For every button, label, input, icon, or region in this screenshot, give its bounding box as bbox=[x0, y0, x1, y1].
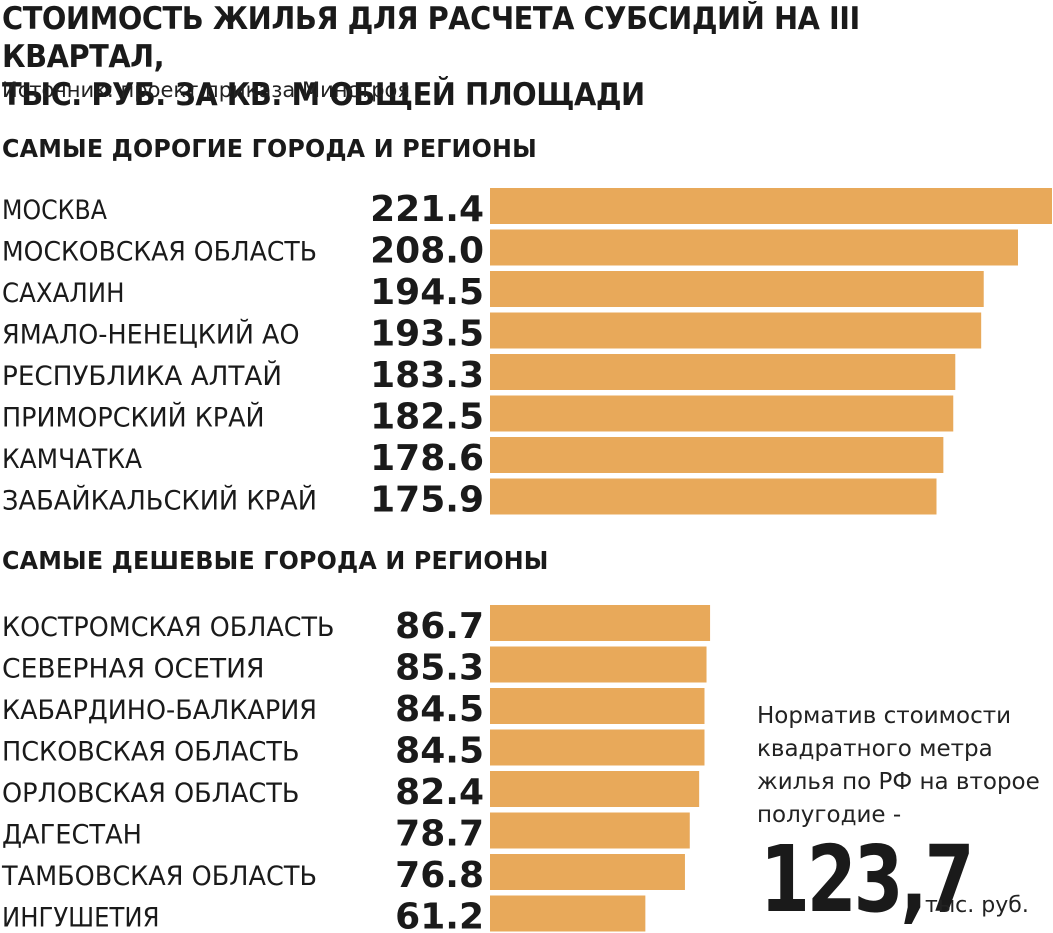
category-label-expensive-1: МОСКОВСКАЯ ОБЛАСТЬ bbox=[2, 237, 317, 268]
value-label-cheap-0: 86.7 bbox=[395, 606, 484, 647]
value-label-expensive-1: 208.0 bbox=[370, 231, 484, 272]
category-label-cheap-7: ИНГУШЕТИЯ bbox=[2, 903, 160, 933]
norm-note: Норматив стоимости квадратного метра жил… bbox=[757, 703, 1040, 828]
category-label-cheap-3: ПСКОВСКАЯ ОБЛАСТЬ bbox=[2, 737, 300, 768]
bar-cheap-1 bbox=[490, 646, 707, 683]
bar-expensive-5 bbox=[490, 395, 954, 432]
bar-cheap-0 bbox=[490, 605, 711, 641]
value-label-expensive-7: 175.9 bbox=[370, 480, 484, 521]
section-title-expensive: САМЫЕ ДОРОГИЕ ГОРОДА И РЕГИОНЫ bbox=[2, 134, 537, 163]
bar-expensive-1 bbox=[490, 229, 1018, 266]
value-label-cheap-2: 84.5 bbox=[395, 689, 484, 730]
bar-cheap-6 bbox=[490, 854, 685, 890]
chart-title-line-2: ТЫС. РУБ. ЗА КВ. М ОБЩЕЙ ПЛОЩАДИ bbox=[2, 77, 645, 113]
category-label-expensive-6: КАМЧАТКА bbox=[2, 444, 142, 475]
category-label-expensive-3: ЯМАЛО-НЕНЕЦКИЙ АО bbox=[2, 319, 300, 351]
value-label-cheap-5: 78.7 bbox=[395, 814, 484, 855]
bar-expensive-4 bbox=[490, 354, 956, 390]
bar-cheap-3 bbox=[490, 729, 705, 766]
value-label-cheap-4: 82.4 bbox=[395, 772, 484, 813]
category-label-cheap-1: СЕВЕРНАЯ ОСЕТИЯ bbox=[2, 654, 265, 685]
category-label-cheap-2: КАБАРДИНО-БАЛКАРИЯ bbox=[2, 695, 317, 726]
category-label-cheap-0: КОСТРОМСКАЯ ОБЛАСТЬ bbox=[2, 612, 335, 643]
bar-expensive-6 bbox=[490, 437, 944, 473]
category-label-cheap-5: ДАГЕСТАН bbox=[2, 820, 142, 851]
bar-expensive-3 bbox=[490, 312, 982, 349]
bar-expensive-2 bbox=[490, 271, 984, 307]
category-label-expensive-5: ПРИМОРСКИЙ КРАЙ bbox=[2, 402, 265, 434]
value-label-expensive-6: 178.6 bbox=[370, 438, 484, 479]
bar-expensive-7 bbox=[490, 478, 937, 515]
section-title-cheap: САМЫЕ ДЕШЕВЫЕ ГОРОДА И РЕГИОНЫ bbox=[2, 546, 549, 575]
value-label-expensive-3: 193.5 bbox=[370, 314, 484, 355]
category-label-expensive-0: МОСКВА bbox=[2, 195, 107, 226]
bar-cheap-4 bbox=[490, 771, 700, 807]
chart-title: СТОИМОСТЬ ЖИЛЬЯ ДЛЯ РАСЧЕТА СУБСИДИЙ НА … bbox=[2, 0, 969, 114]
category-label-expensive-2: САХАЛИН bbox=[2, 278, 125, 309]
bar-expensive-0 bbox=[490, 188, 1052, 224]
bar-cheap-5 bbox=[490, 812, 690, 849]
value-label-cheap-1: 85.3 bbox=[395, 648, 484, 689]
category-label-cheap-4: ОРЛОВСКАЯ ОБЛАСТЬ bbox=[2, 778, 300, 809]
value-label-cheap-6: 76.8 bbox=[395, 855, 484, 896]
norm-unit: тыс. руб. bbox=[925, 893, 1029, 918]
norm-value: 123,7 bbox=[760, 826, 975, 933]
value-label-expensive-4: 183.3 bbox=[370, 355, 484, 396]
value-label-cheap-7: 61.2 bbox=[395, 897, 484, 933]
value-label-cheap-3: 84.5 bbox=[395, 731, 484, 772]
value-label-expensive-2: 194.5 bbox=[370, 272, 484, 313]
value-label-expensive-0: 221.4 bbox=[370, 189, 484, 230]
bar-cheap-7 bbox=[490, 895, 646, 932]
source-note: Источник: проект приказа Минстроя bbox=[2, 78, 411, 102]
bar-cheap-2 bbox=[490, 688, 705, 724]
category-label-expensive-7: ЗАБАЙКАЛЬСКИЙ КРАЙ bbox=[2, 485, 317, 517]
value-label-expensive-5: 182.5 bbox=[370, 397, 484, 438]
category-label-expensive-4: РЕСПУБЛИКА АЛТАЙ bbox=[2, 360, 282, 392]
chart-title-line-1: СТОИМОСТЬ ЖИЛЬЯ ДЛЯ РАСЧЕТА СУБСИДИЙ НА … bbox=[2, 1, 860, 75]
category-label-cheap-6: ТАМБОВСКАЯ ОБЛАСТЬ bbox=[1, 861, 317, 892]
